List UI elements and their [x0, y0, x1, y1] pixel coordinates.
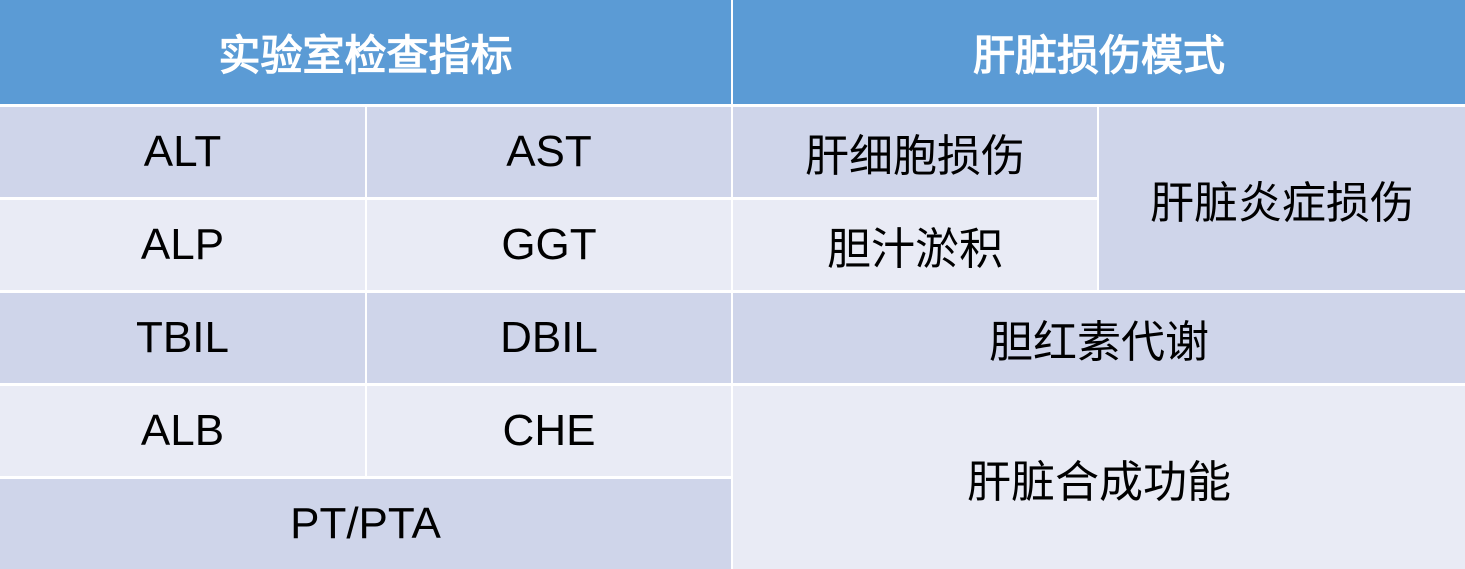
indicator-cell: PT/PTA — [0, 479, 731, 569]
indicator-cell: ALP — [0, 200, 365, 290]
pattern-inflammatory: 肝脏炎症损伤 — [1099, 107, 1465, 290]
indicator-cell: TBIL — [0, 293, 365, 383]
header-lab-indicators: 实验室检查指标 — [0, 0, 731, 104]
indicator-cell: DBIL — [367, 293, 731, 383]
indicator-cell: GGT — [367, 200, 731, 290]
pattern-cholestasis: 胆汁淤积 — [733, 200, 1097, 290]
pattern-hepatocellular: 肝细胞损伤 — [733, 107, 1097, 197]
pattern-bilirubin: 胆红素代谢 — [733, 293, 1465, 383]
indicator-cell: ALB — [0, 386, 365, 476]
indicator-cell: AST — [367, 107, 731, 197]
indicator-cell: ALT — [0, 107, 365, 197]
pattern-synthesis: 肝脏合成功能 — [733, 386, 1465, 569]
header-injury-pattern: 肝脏损伤模式 — [733, 0, 1465, 104]
indicator-cell: CHE — [367, 386, 731, 476]
